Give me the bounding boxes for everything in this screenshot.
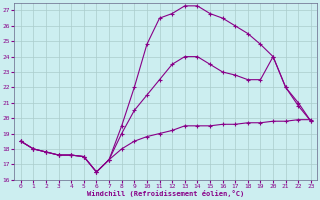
X-axis label: Windchill (Refroidissement éolien,°C): Windchill (Refroidissement éolien,°C) [87,190,244,197]
